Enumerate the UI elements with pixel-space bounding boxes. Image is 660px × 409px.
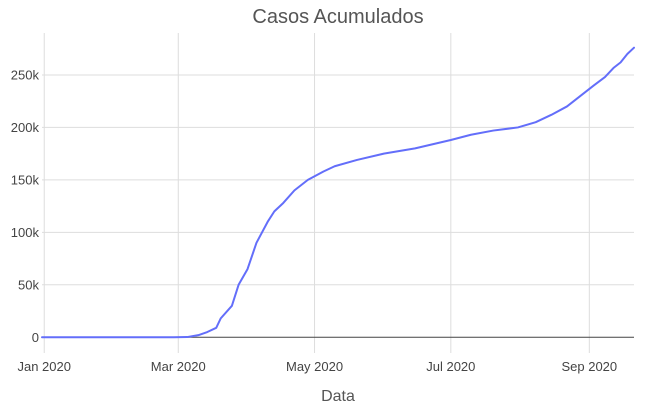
- y-tick-label: 100k: [11, 225, 40, 240]
- tick-layer: Jan 2020 Mar 2020 May 2020 Jul 2020 Sep 2020…: [11, 67, 617, 374]
- y-tick-label: 0: [32, 330, 39, 345]
- x-axis-title: Data: [321, 388, 355, 405]
- y-tick-label: 200k: [11, 120, 40, 135]
- chart-title: Casos Acumulados: [252, 6, 423, 28]
- y-tick-label: 50k: [18, 277, 39, 292]
- x-tick-label: Jul 2020: [426, 359, 475, 374]
- y-tick-label: 250k: [11, 67, 40, 82]
- grid-layer: [42, 33, 634, 353]
- x-tick-label: Mar 2020: [151, 359, 206, 374]
- x-tick-label: Sep 2020: [561, 359, 617, 374]
- series-line: [41, 46, 635, 339]
- x-tick-label: May 2020: [286, 359, 343, 374]
- series-layer: [41, 46, 635, 339]
- x-tick-label: Jan 2020: [17, 359, 71, 374]
- y-tick-label: 150k: [11, 172, 40, 187]
